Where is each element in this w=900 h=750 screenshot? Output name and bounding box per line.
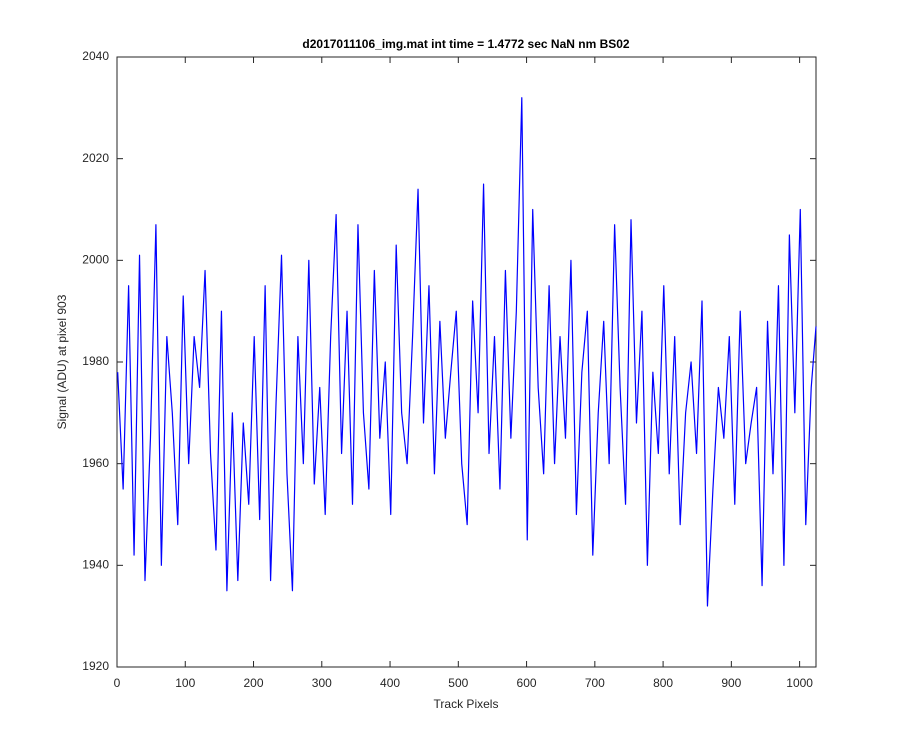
y-tick-label: 1980: [82, 354, 109, 368]
x-tick-label: 400: [380, 676, 400, 690]
x-tick-label: 1000: [786, 676, 813, 690]
x-tick-label: 0: [114, 676, 121, 690]
y-tick-label: 1920: [82, 659, 109, 673]
y-tick-label: 1960: [82, 456, 109, 470]
chart-title: d2017011106_img.mat int time = 1.4772 se…: [302, 37, 630, 51]
y-tick-label: 2000: [82, 253, 109, 267]
y-axis-label: Signal (ADU) at pixel 903: [55, 294, 69, 429]
y-tick-label: 2040: [82, 49, 109, 63]
x-tick-label: 300: [312, 676, 332, 690]
x-tick-label: 100: [175, 676, 195, 690]
x-tick-label: 600: [517, 676, 537, 690]
x-tick-label: 800: [653, 676, 673, 690]
y-tick-label: 1940: [82, 558, 109, 572]
x-axis-label: Track Pixels: [434, 697, 499, 711]
x-tick-label: 700: [585, 676, 605, 690]
x-tick-label: 900: [721, 676, 741, 690]
y-tick-label: 2020: [82, 151, 109, 165]
x-tick-label: 500: [448, 676, 468, 690]
data-line: [117, 97, 817, 607]
x-tick-label: 200: [244, 676, 264, 690]
